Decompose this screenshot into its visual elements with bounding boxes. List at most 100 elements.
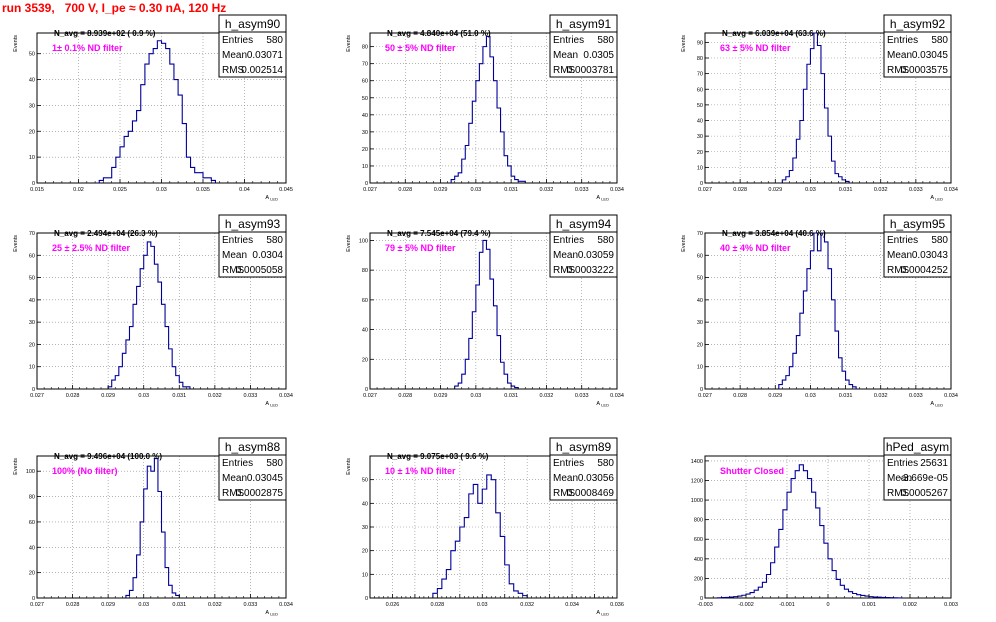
navg-label: N_avg = 3.854e+04 (40.6 %) <box>722 229 826 238</box>
x-tick-label: 0.029 <box>768 187 782 193</box>
y-tick-label: 80 <box>29 495 35 501</box>
y-tick-label: 40 <box>362 328 368 334</box>
stats-key: Mean <box>887 50 912 61</box>
filter-label: 50 ± 5% ND filter <box>385 43 456 53</box>
stats-value: 0.03045 <box>912 50 949 61</box>
stats-value: 580 <box>597 35 614 46</box>
histogram-title: hPed_asym <box>886 440 949 454</box>
y-tick-label: 10 <box>362 164 368 170</box>
histogram-panel: 0.027 0.028 0.029 0.03 0.031 0.032 0.033 0.034 0… <box>681 14 958 202</box>
x-tick-label: 0.029 <box>101 393 115 399</box>
y-tick-label: 200 <box>694 576 703 582</box>
y-tick-label: 60 <box>697 253 703 259</box>
y-tick-label: 50 <box>29 276 35 282</box>
y-axis-label: Events <box>346 35 352 52</box>
stats-key: RMS <box>887 65 910 76</box>
y-tick-label: 20 <box>362 549 368 555</box>
filter-label: 63 ± 5% ND filter <box>720 43 791 53</box>
stats-value: 0.0004252 <box>901 265 949 276</box>
x-tick-label: 0.036 <box>610 602 624 608</box>
x-tick-label: 0.033 <box>909 393 923 399</box>
y-axis-label: Events <box>681 35 687 52</box>
x-axis-label: A LED <box>596 610 609 617</box>
stats-key: RMS <box>887 265 910 276</box>
y-tick-label: 40 <box>697 119 703 125</box>
y-tick-label: 0 <box>32 596 35 602</box>
histogram-line <box>125 457 180 598</box>
filter-label: Shutter Closed <box>720 466 784 476</box>
histogram-panel: 0.027 0.028 0.029 0.03 0.031 0.032 0.033 0.034 0… <box>346 214 624 408</box>
y-tick-label: 20 <box>29 342 35 348</box>
y-tick-label: 40 <box>362 113 368 119</box>
y-tick-label: 50 <box>697 103 703 109</box>
x-tick-label: 0.027 <box>30 393 44 399</box>
y-tick-label: 1400 <box>691 459 703 465</box>
y-tick-label: 30 <box>29 320 35 326</box>
stats-value: 0.0008469 <box>567 488 615 499</box>
stats-value: 580 <box>266 235 283 246</box>
x-tick-label: 0.032 <box>874 187 888 193</box>
y-tick-label: 60 <box>362 79 368 85</box>
stats-key: Mean <box>222 50 247 61</box>
x-tick-label: 0.034 <box>279 602 293 608</box>
x-tick-label: 0.033 <box>575 187 589 193</box>
y-tick-label: 1200 <box>691 478 703 484</box>
x-tick-label: 0.032 <box>520 602 534 608</box>
x-tick-label: 0.029 <box>434 187 448 193</box>
stats-key: Entries <box>553 458 584 469</box>
x-tick-label: 0.031 <box>504 187 518 193</box>
x-axis-label: A LED <box>596 195 609 202</box>
x-tick-label: 0.031 <box>839 187 853 193</box>
y-tick-label: 50 <box>697 276 703 282</box>
navg-label: N_avg = 2.494e+04 (26.3 %) <box>54 229 158 238</box>
y-tick-label: 30 <box>697 134 703 140</box>
stats-value: 0.03071 <box>247 50 284 61</box>
y-tick-label: 40 <box>29 545 35 551</box>
x-tick-label: 0.02 <box>73 187 84 193</box>
stats-key: Mean <box>553 250 578 261</box>
x-tick-label: 0.028 <box>398 393 412 399</box>
y-tick-label: 0 <box>32 387 35 393</box>
stats-value: 0.0002875 <box>236 488 284 499</box>
y-tick-label: 20 <box>29 129 35 135</box>
stats-value: 0.03056 <box>578 473 615 484</box>
stats-value: 580 <box>597 235 614 246</box>
histogram-title: h_asym93 <box>225 217 281 231</box>
x-tick-label: 0.027 <box>363 187 377 193</box>
y-tick-label: 0 <box>365 387 368 393</box>
stats-box <box>549 454 618 501</box>
stats-value: 0.0304 <box>252 250 283 261</box>
x-tick-label: 0.028 <box>66 602 80 608</box>
stats-value: 0.0003575 <box>901 65 949 76</box>
x-tick-label: 0 <box>826 602 829 608</box>
stats-key: RMS <box>222 65 245 76</box>
y-tick-label: 60 <box>29 520 35 526</box>
stats-key: RMS <box>222 265 245 276</box>
x-tick-label: 0.028 <box>430 602 444 608</box>
stats-value: 580 <box>931 235 948 246</box>
x-tick-label: 0.025 <box>113 187 127 193</box>
y-tick-label: 30 <box>697 320 703 326</box>
stats-value: 0.0003222 <box>567 265 615 276</box>
histogram-panel: 0.027 0.028 0.029 0.03 0.031 0.032 0.033 0.034 0… <box>13 214 293 408</box>
stats-key: RMS <box>887 488 910 499</box>
page-title: run 3539, 700 V, I_pe ≈ 0.30 nA, 120 Hz <box>2 1 227 15</box>
stats-box <box>549 31 618 78</box>
navg-label: N_avg = 8.939e+02 ( 0.9 %) <box>54 29 156 38</box>
stats-key: Entries <box>887 235 918 246</box>
stats-value: -3.669e-05 <box>900 473 949 484</box>
stats-value: 580 <box>266 458 283 469</box>
y-tick-label: 600 <box>694 537 703 543</box>
stats-value: 0.0305 <box>583 50 614 61</box>
x-tick-label: 0.03 <box>138 602 149 608</box>
x-tick-label: 0.04 <box>239 187 250 193</box>
stats-value: 580 <box>931 35 948 46</box>
y-tick-label: 60 <box>29 253 35 259</box>
y-tick-label: 0 <box>700 181 703 187</box>
plot-frame <box>36 232 287 390</box>
stats-key: Entries <box>887 35 918 46</box>
histogram-line <box>107 241 191 389</box>
y-tick-label: 80 <box>362 268 368 274</box>
x-axis-label: A LED <box>265 610 278 617</box>
x-tick-label: 0.029 <box>434 393 448 399</box>
